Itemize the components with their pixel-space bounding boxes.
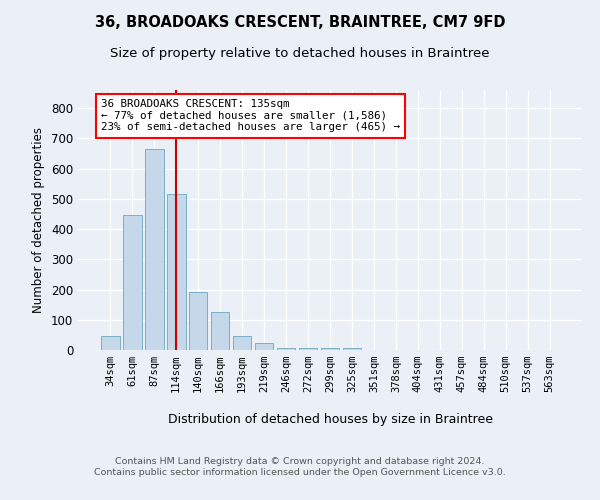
Y-axis label: Number of detached properties: Number of detached properties xyxy=(32,127,46,313)
Bar xyxy=(123,214,142,350)
Text: Size of property relative to detached houses in Braintree: Size of property relative to detached ho… xyxy=(110,48,490,60)
Bar xyxy=(233,336,251,350)
Bar xyxy=(189,292,208,350)
Bar xyxy=(343,348,361,350)
Text: Contains HM Land Registry data © Crown copyright and database right 2024.
Contai: Contains HM Land Registry data © Crown c… xyxy=(94,458,506,477)
Bar xyxy=(277,348,295,350)
Bar xyxy=(101,336,119,350)
Text: 36 BROADOAKS CRESCENT: 135sqm
← 77% of detached houses are smaller (1,586)
23% o: 36 BROADOAKS CRESCENT: 135sqm ← 77% of d… xyxy=(101,99,400,132)
Bar xyxy=(320,348,340,350)
Bar xyxy=(299,348,317,350)
Bar xyxy=(211,312,229,350)
Bar xyxy=(255,344,274,350)
Text: Distribution of detached houses by size in Braintree: Distribution of detached houses by size … xyxy=(167,412,493,426)
Text: 36, BROADOAKS CRESCENT, BRAINTREE, CM7 9FD: 36, BROADOAKS CRESCENT, BRAINTREE, CM7 9… xyxy=(95,15,505,30)
Bar xyxy=(167,194,185,350)
Bar xyxy=(145,149,164,350)
